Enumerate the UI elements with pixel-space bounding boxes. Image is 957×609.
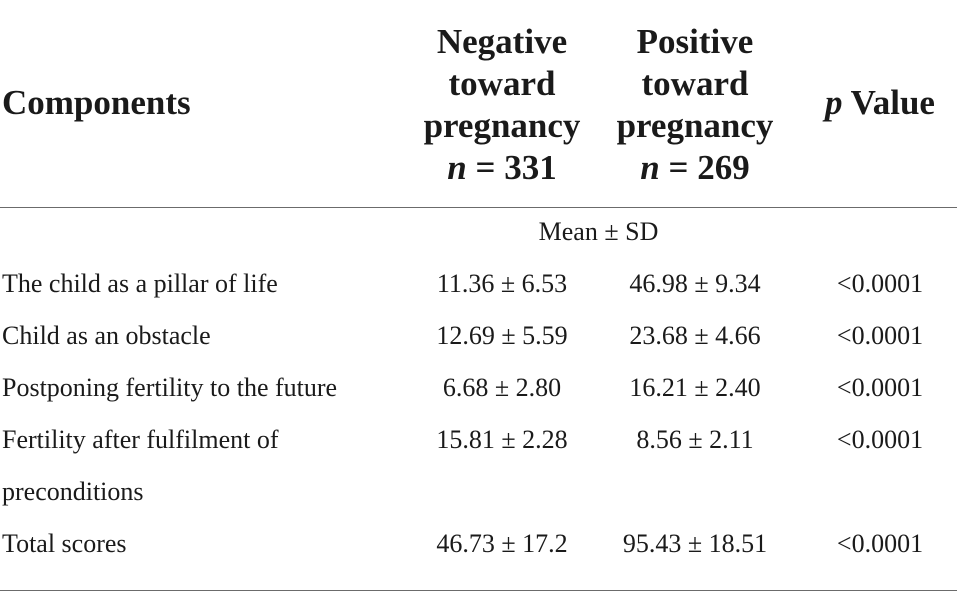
row-negative-value: 6.68 ± 2.80 xyxy=(442,373,562,402)
row-p-value: <0.0001 xyxy=(836,321,924,350)
header-negative-line3: pregnancy xyxy=(423,106,581,145)
header-negative-line2: toward xyxy=(448,64,556,103)
row-positive-value: 95.43 ± 18.51 xyxy=(622,529,768,558)
header-positive-line3: pregnancy xyxy=(616,106,774,145)
row-negative-value: 11.36 ± 6.53 xyxy=(436,269,568,298)
header-components: Components xyxy=(2,82,191,124)
header-p-value-word: Value xyxy=(842,83,935,122)
header-p-label: p xyxy=(825,83,843,122)
row-label: Child as an obstacle xyxy=(2,321,211,350)
header-negative: Negative toward pregnancy n = 331 xyxy=(412,21,592,189)
row-p-value: <0.0001 xyxy=(836,269,924,298)
row-positive-value: 16.21 ± 2.40 xyxy=(629,373,761,402)
row-positive-value: 23.68 ± 4.66 xyxy=(629,321,761,350)
table-bottom-rule xyxy=(0,590,957,591)
row-p-value: <0.0001 xyxy=(836,529,924,558)
row-negative-value: 15.81 ± 2.28 xyxy=(436,425,568,454)
header-positive-line1: Positive xyxy=(636,22,754,61)
row-negative-value: 12.69 ± 5.59 xyxy=(436,321,568,350)
header-positive-n-value: = 269 xyxy=(659,148,750,187)
header-negative-n-label: n xyxy=(447,148,467,187)
header-positive-line2: toward xyxy=(641,64,749,103)
row-label: Postponing fertility to the future xyxy=(2,373,338,402)
header-positive-n-label: n xyxy=(640,148,660,187)
table-top-rule xyxy=(0,207,957,208)
row-positive-value: 46.98 ± 9.34 xyxy=(629,269,761,298)
header-components-text: Components xyxy=(2,83,191,122)
header-negative-n-value: = 331 xyxy=(466,148,557,187)
subheader-mean-sd: Mean ± SD xyxy=(538,217,659,246)
row-p-value: <0.0001 xyxy=(836,425,924,454)
row-label: Fertility after fulfilment of xyxy=(2,425,279,454)
header-negative-n: n = 331 xyxy=(412,147,592,189)
row-label-continuation: preconditions xyxy=(2,477,144,506)
row-label: Total scores xyxy=(2,529,127,558)
header-p-value: p Value xyxy=(805,82,955,124)
row-negative-value: 46.73 ± 17.2 xyxy=(436,529,568,558)
header-positive-n: n = 269 xyxy=(605,147,785,189)
row-p-value: <0.0001 xyxy=(836,373,924,402)
row-positive-value: 8.56 ± 2.11 xyxy=(636,425,754,454)
header-positive: Positive toward pregnancy n = 269 xyxy=(605,21,785,189)
header-negative-line1: Negative xyxy=(436,22,568,61)
row-label: The child as a pillar of life xyxy=(2,269,278,298)
